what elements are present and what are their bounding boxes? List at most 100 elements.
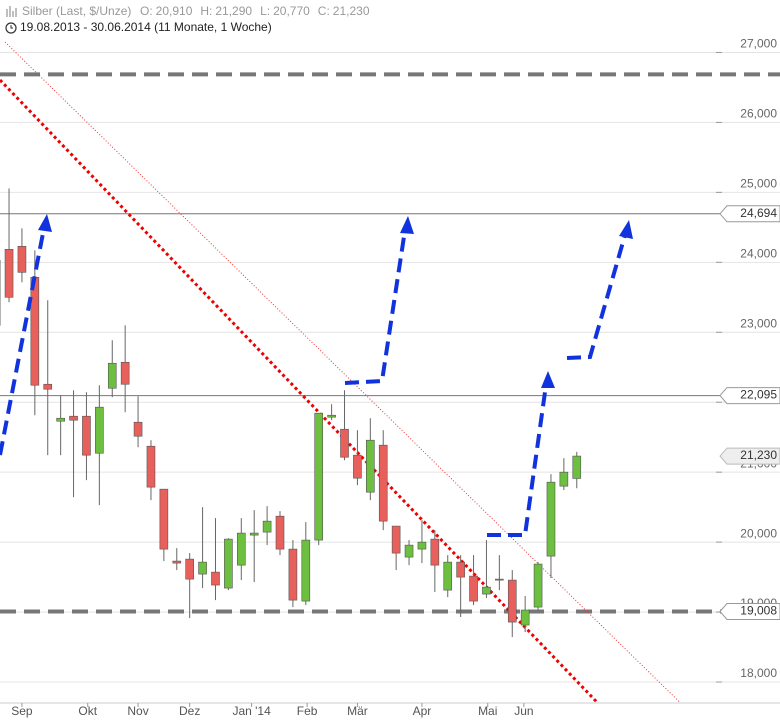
candle-body bbox=[546, 481, 556, 557]
level-tag bbox=[719, 603, 780, 621]
header: Silber (Last, $/Unze) O: 20,910 H: 21,290 L:… bbox=[0, 0, 370, 38]
level-label: 22,095 bbox=[740, 388, 777, 402]
header-bg bbox=[0, 0, 300, 38]
candle-body bbox=[95, 406, 104, 454]
grid bbox=[0, 51, 780, 683]
candle-body bbox=[43, 383, 53, 390]
y-tick-label: 26,000 bbox=[740, 107, 777, 121]
axes: 18,00019,00020,00021,00022,00023,00024,0… bbox=[0, 37, 780, 718]
quote-key: L: bbox=[260, 4, 270, 18]
candle-body bbox=[185, 558, 194, 580]
candle-body bbox=[391, 525, 401, 554]
arrow-path bbox=[0, 227, 46, 456]
candle-body bbox=[507, 579, 517, 623]
candle-body bbox=[82, 415, 91, 456]
clock-icon bbox=[5, 22, 17, 34]
candle-body bbox=[482, 586, 491, 595]
candle-body bbox=[301, 539, 311, 602]
level-label: 19,008 bbox=[740, 604, 777, 618]
last-price-label: 21,230 bbox=[740, 448, 777, 462]
candle-body bbox=[4, 249, 14, 298]
candle-body bbox=[120, 361, 130, 385]
candle-body bbox=[572, 455, 582, 479]
quote-key: C: bbox=[318, 4, 330, 18]
candle-body bbox=[559, 471, 569, 487]
candle-body bbox=[69, 415, 78, 421]
candle-body bbox=[236, 532, 246, 566]
instrument: Silber (Last, $/Unze) bbox=[22, 4, 131, 18]
candle-body bbox=[469, 575, 478, 602]
candle-body bbox=[353, 454, 362, 479]
arrow-path bbox=[487, 384, 548, 537]
candle-body bbox=[159, 488, 169, 550]
quote-key: H: bbox=[200, 4, 212, 18]
x-tick-label: Okt bbox=[78, 704, 97, 718]
candle-body bbox=[443, 561, 453, 591]
clock-hands bbox=[10, 25, 13, 29]
levels bbox=[0, 72, 780, 614]
candle-body bbox=[378, 444, 388, 522]
candle-body bbox=[17, 245, 27, 273]
arrows bbox=[0, 227, 627, 537]
candle-body bbox=[327, 414, 336, 418]
candle-body bbox=[224, 538, 233, 589]
chart-icon bbox=[6, 6, 17, 17]
candle-body bbox=[288, 548, 298, 601]
level-tag bbox=[719, 205, 780, 223]
candle-body bbox=[533, 563, 543, 608]
y-tick-label: 27,000 bbox=[740, 37, 777, 51]
trendline-main bbox=[0, 78, 600, 703]
y-tick-label: 25,000 bbox=[740, 177, 777, 191]
quote-key: O: bbox=[140, 4, 153, 18]
candle-body bbox=[314, 412, 324, 541]
quote: O: 20,910 H: 21,290 L: 20,770 C: 21,230 bbox=[140, 4, 370, 18]
candle-body bbox=[107, 362, 117, 389]
candle-body bbox=[430, 538, 440, 566]
quote-value: 20,910 bbox=[156, 4, 193, 18]
x-tick-label: Mai bbox=[478, 704, 497, 718]
candle-body bbox=[520, 609, 530, 626]
arrow-head bbox=[619, 220, 633, 239]
candle-body bbox=[30, 276, 40, 386]
arrow-head bbox=[541, 371, 555, 388]
x-tick-label: Dez bbox=[179, 704, 200, 718]
arrow-path bbox=[566, 234, 627, 360]
level-tag bbox=[719, 387, 780, 405]
x-tick-label: Jan '14 bbox=[232, 704, 271, 718]
x-tick-label: Feb bbox=[297, 704, 318, 718]
candles bbox=[0, 188, 582, 638]
candle-body bbox=[249, 532, 259, 536]
last-price-tag bbox=[719, 447, 780, 465]
quote-value: 21,290 bbox=[215, 4, 252, 18]
candle-body bbox=[495, 578, 504, 581]
candle-body bbox=[198, 561, 207, 575]
y-tick-label: 18,000 bbox=[740, 666, 777, 680]
y-tick-label: 20,000 bbox=[740, 526, 777, 540]
x-tick-label: Mär bbox=[347, 704, 368, 718]
level-label: 24,694 bbox=[740, 206, 777, 220]
candle-body bbox=[56, 417, 65, 422]
x-tick-label: Nov bbox=[127, 704, 148, 718]
candle-body bbox=[262, 520, 272, 533]
candle-body bbox=[211, 571, 220, 586]
quote-value: 21,230 bbox=[333, 4, 370, 18]
candle-body bbox=[456, 561, 465, 578]
candle-body bbox=[417, 541, 427, 550]
candle-body bbox=[340, 428, 349, 458]
x-tick-label: Apr bbox=[413, 704, 432, 718]
x-tick-label: Jun bbox=[514, 704, 533, 718]
candle-body bbox=[404, 544, 414, 558]
y-tick-label: 24,000 bbox=[740, 246, 777, 260]
candle-body bbox=[146, 445, 156, 488]
candle-body bbox=[172, 560, 182, 564]
candle-body bbox=[366, 439, 375, 493]
candle-body bbox=[275, 515, 285, 550]
date-range: 19.08.2013 - 30.06.2014 (11 Monate, 1 Wo… bbox=[20, 20, 272, 34]
arrow-heads bbox=[38, 214, 633, 388]
x-tick-label: Sep bbox=[11, 704, 33, 718]
arrow-head bbox=[400, 216, 414, 234]
arrow-head bbox=[38, 214, 52, 232]
quote-value: 20,770 bbox=[273, 4, 310, 18]
arrow-path bbox=[344, 229, 407, 385]
